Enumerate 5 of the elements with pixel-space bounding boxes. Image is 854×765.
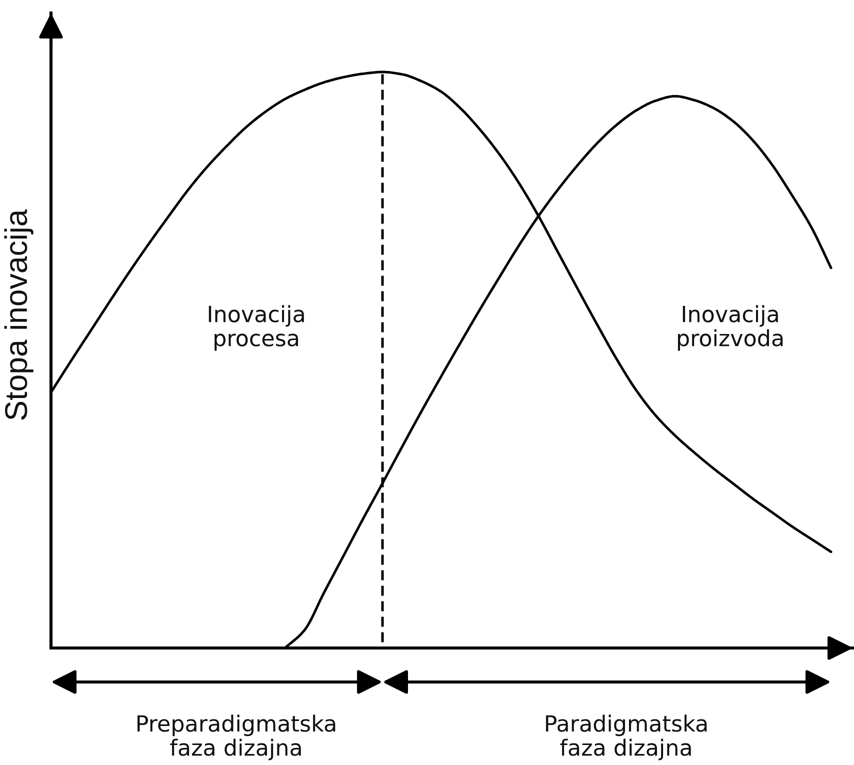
text: Preparadigmatska faza dizajna	[138, 714, 336, 760]
annotation: Inovacija proizvoda	[678, 305, 783, 351]
y-axis-title: Stopa inovacija	[4, 209, 34, 420]
text: Paradigmatska faza dizajna	[546, 714, 707, 760]
annotation: Inovacija procesa	[208, 305, 304, 351]
